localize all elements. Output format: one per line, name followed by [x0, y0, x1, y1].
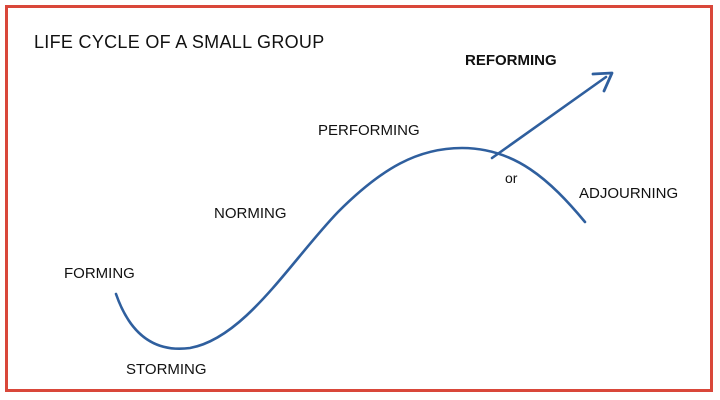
reforming-arrow-line	[490, 75, 608, 160]
diagram-title: LIFE CYCLE OF A SMALL GROUP	[34, 32, 325, 52]
branch-connector-label: or	[505, 170, 518, 186]
stage-label-performing: PERFORMING	[318, 122, 420, 139]
stage-label-adjourning: ADJOURNING	[579, 185, 679, 202]
reforming-arrowhead-icon	[591, 71, 614, 93]
stage-label-storming: STORMING	[126, 361, 207, 378]
diagram-border	[5, 5, 713, 392]
stage-label-reforming: REFORMING	[465, 52, 557, 69]
life-cycle-curve	[114, 146, 587, 350]
stage-label-norming: NORMING	[214, 205, 287, 222]
stage-label-forming: FORMING	[64, 265, 135, 282]
